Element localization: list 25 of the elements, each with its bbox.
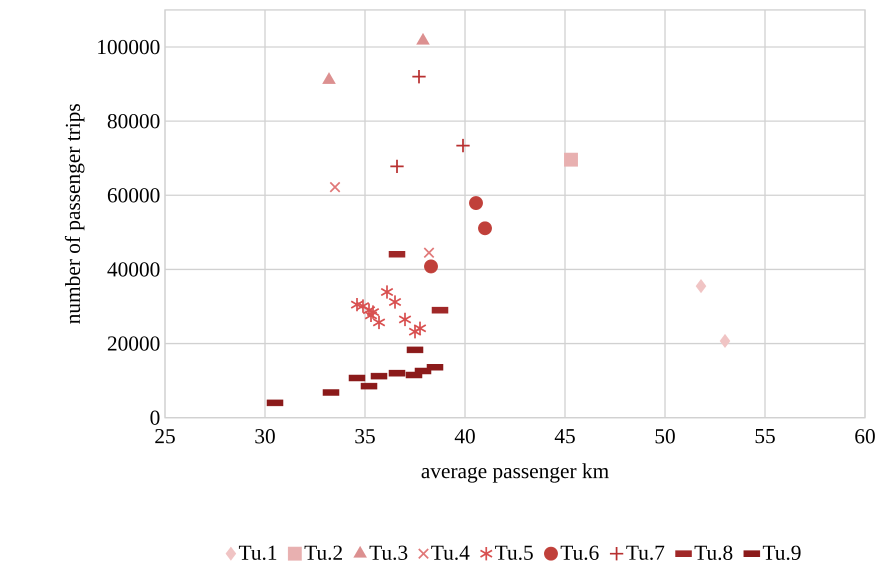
- legend-label: Tu.3: [370, 546, 408, 560]
- x-axis-title: average passenger km: [422, 463, 609, 483]
- y-tick-label: 40000: [107, 262, 160, 277]
- legend-label: Tu.6: [560, 546, 599, 560]
- x-tick-label: 50: [656, 429, 675, 444]
- legend-label: Tu.7: [626, 546, 664, 560]
- legend-label: Tu.2: [304, 546, 342, 560]
- x-tick-label: 45: [554, 429, 575, 444]
- legend-label: Tu.9: [762, 546, 801, 560]
- y-tick-label: 60000: [108, 188, 160, 202]
- x-tick-label: 60: [855, 429, 875, 444]
- y-tick-label: 100000: [98, 40, 160, 54]
- y-tick-label: 20000: [108, 336, 160, 351]
- x-tick-label: 55: [756, 429, 775, 444]
- x-tick-label: 25: [155, 429, 175, 444]
- legend-label: Tu.5: [495, 546, 533, 560]
- y-tick-label: 80000: [108, 114, 160, 128]
- legend-label: Tu.1: [238, 546, 276, 560]
- legend-label: Tu.4: [431, 546, 470, 560]
- x-tick-label: 40: [454, 429, 475, 444]
- x-tick-label: 35: [355, 429, 375, 444]
- y-tick-label: 0: [150, 410, 160, 425]
- x-tick-label: 30: [255, 429, 275, 444]
- legend-label: Tu.8: [694, 546, 732, 560]
- y-axis-title: number of passenger trips: [64, 104, 84, 324]
